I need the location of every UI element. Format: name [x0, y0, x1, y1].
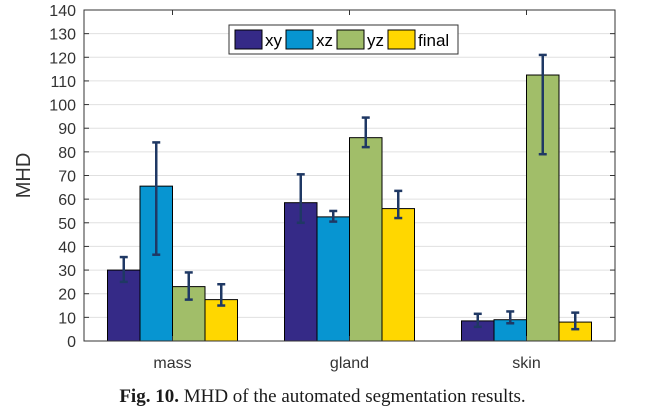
figure-caption-label: Fig. 10. — [119, 386, 179, 407]
y-tick-label: 60 — [58, 192, 76, 209]
error-bar-final-mass — [217, 283, 226, 307]
bar-yz-gland — [349, 137, 383, 342]
y-tick-label: 40 — [58, 239, 76, 256]
error-bar-final-gland — [394, 189, 403, 220]
error-bar-xy-gland — [296, 173, 305, 225]
bar-xz-gland — [316, 216, 350, 342]
error-bar-yz-mass — [184, 271, 193, 301]
legend-swatch-xy — [234, 29, 263, 50]
x-tick-label-mass: mass — [153, 355, 191, 372]
y-tick-label: 10 — [58, 310, 76, 327]
bar-chart: 0 10 20 30 40 50 60 70 80 90 100 110 120 130 140 mass g… — [13, 3, 616, 372]
legend-swatch-xz — [285, 29, 314, 50]
y-tick-label: 140 — [49, 3, 76, 20]
legend-swatch-final — [387, 29, 416, 50]
bar-xy-gland — [284, 202, 318, 342]
bar-final-gland — [381, 208, 415, 342]
error-bar-yz-skin — [538, 53, 547, 156]
y-axis-label: MHD — [13, 153, 35, 199]
bars — [107, 74, 592, 342]
error-bar-xz-gland — [329, 209, 338, 223]
legend-label-final: final — [418, 31, 449, 50]
y-tick-label: 50 — [58, 216, 76, 233]
legend-label-yz: yz — [367, 31, 384, 50]
legend-label-xz: xz — [316, 31, 333, 50]
legend-swatch-yz — [336, 29, 365, 50]
y-tick-label: 100 — [49, 98, 76, 115]
error-bar-xz-skin — [506, 310, 515, 325]
y-tick-label: 20 — [58, 287, 76, 304]
y-tick-label: 70 — [58, 169, 76, 186]
figure-caption: Fig. 10. MHD of the automated segmentati… — [0, 386, 645, 408]
legend: xy xz yz final — [228, 24, 459, 55]
y-tick-label: 110 — [50, 74, 76, 91]
x-tick-label-skin: skin — [512, 355, 540, 372]
y-tick-label: 0 — [67, 334, 76, 351]
error-bar-final-skin — [571, 311, 580, 331]
y-tick-label: 120 — [49, 50, 76, 67]
y-tick-label: 30 — [58, 263, 76, 280]
x-axis-ticks: mass gland skin — [153, 10, 541, 372]
legend-label-xy: xy — [265, 31, 283, 50]
y-axis-ticks: 0 10 20 30 40 50 60 70 80 90 100 110 120 130 140 — [49, 3, 615, 351]
figure-caption-text: MHD of the automated segmentation result… — [178, 386, 526, 407]
error-bar-xy-mass — [119, 255, 128, 284]
y-tick-label: 130 — [49, 27, 76, 44]
y-tick-label: 90 — [58, 121, 76, 138]
error-bar-yz-gland — [361, 116, 370, 149]
error-bars — [119, 53, 580, 331]
y-tick-label: 80 — [58, 145, 76, 162]
error-bar-xy-skin — [473, 312, 482, 329]
error-bar-xz-mass — [152, 141, 161, 256]
x-tick-label-gland: gland — [330, 355, 369, 372]
